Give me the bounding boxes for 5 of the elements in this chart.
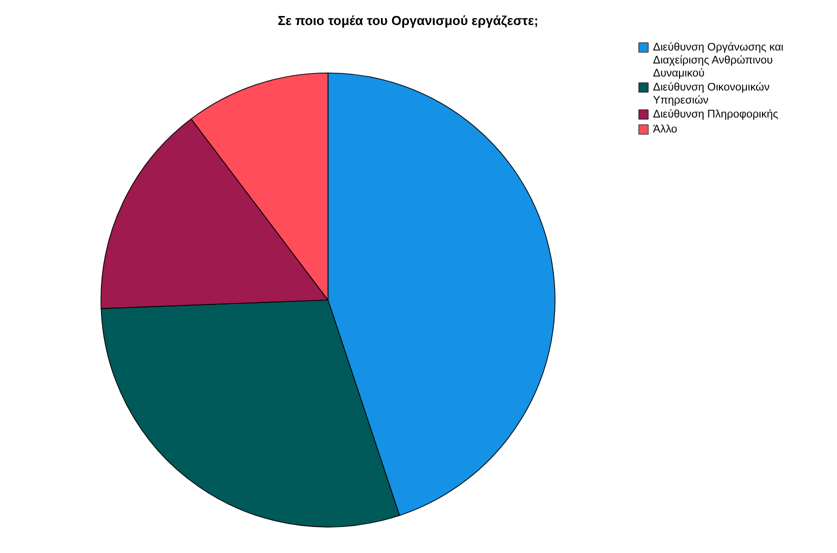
legend-label: Διεύθυνση Οικονομικών Υπηρεσιών	[653, 82, 770, 106]
chart-title: Σε ποιο τομέα του Οργανισμού εργάζεστε;	[278, 13, 538, 28]
legend-label: Διεύθυνση Οργάνωσης και Διαχείρισης Ανθρώπινου Δυναμικού	[653, 42, 784, 80]
legend-label: Διεύθυνση Πληροφορικής	[653, 108, 778, 120]
legend-label: Άλλο	[653, 124, 678, 136]
